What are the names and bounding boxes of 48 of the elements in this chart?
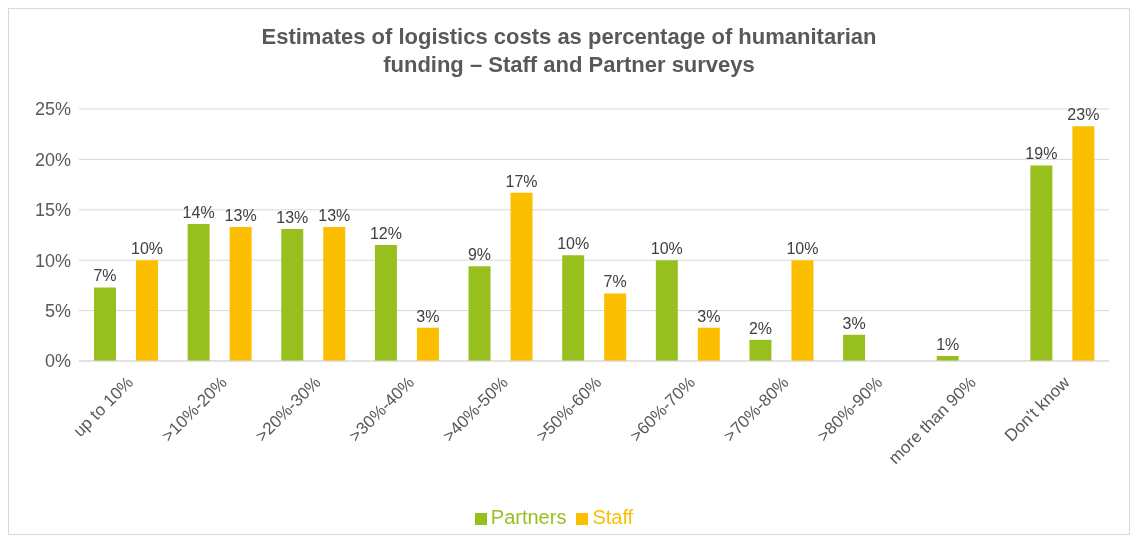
bar bbox=[843, 334, 866, 361]
data-label: 1% bbox=[936, 335, 960, 353]
bar bbox=[1072, 126, 1095, 361]
data-label: 10% bbox=[650, 240, 683, 258]
bar bbox=[374, 245, 397, 361]
data-label: 13% bbox=[318, 206, 351, 224]
bar bbox=[323, 226, 346, 361]
bar bbox=[416, 327, 439, 361]
chart-title: Estimates of logistics costs as percentage of humanitarian funding – Staff and Partner surveys bbox=[260, 23, 878, 79]
data-label: 14% bbox=[182, 203, 215, 221]
bar bbox=[1030, 165, 1053, 361]
y-tick-label: 20% bbox=[34, 149, 71, 170]
bar bbox=[510, 192, 533, 361]
data-label: 13% bbox=[276, 208, 309, 226]
bar bbox=[749, 339, 772, 361]
data-label: 23% bbox=[1067, 106, 1100, 124]
legend-label: Staff bbox=[592, 506, 634, 528]
bar bbox=[136, 260, 158, 361]
bar bbox=[655, 260, 678, 361]
bar bbox=[187, 223, 210, 361]
bar bbox=[604, 293, 627, 361]
data-label: 7% bbox=[603, 273, 627, 291]
data-label: 10% bbox=[786, 240, 819, 258]
data-label: 2% bbox=[748, 319, 773, 337]
data-label: 17% bbox=[505, 172, 538, 190]
y-tick-label: 0% bbox=[44, 351, 71, 372]
data-label: 3% bbox=[697, 307, 721, 325]
data-label: 3% bbox=[416, 307, 440, 325]
bar bbox=[281, 228, 304, 361]
legend-label: Partners bbox=[490, 506, 567, 528]
data-label: 9% bbox=[467, 246, 492, 264]
bar bbox=[791, 260, 814, 361]
data-label: 7% bbox=[93, 267, 117, 285]
bar bbox=[229, 226, 252, 361]
y-tick-label: 25% bbox=[34, 99, 71, 120]
y-tick-label: 5% bbox=[44, 300, 71, 321]
bar bbox=[697, 327, 720, 361]
bar bbox=[468, 266, 491, 361]
data-label: 19% bbox=[1025, 145, 1058, 163]
y-tick-label: 15% bbox=[34, 200, 71, 221]
data-label: 10% bbox=[557, 235, 590, 253]
data-label: 13% bbox=[224, 206, 257, 224]
bar bbox=[94, 287, 116, 361]
data-label: 12% bbox=[369, 225, 402, 243]
data-label: 10% bbox=[130, 240, 164, 258]
data-label: 3% bbox=[842, 314, 866, 332]
y-tick-label: 10% bbox=[34, 250, 71, 271]
bar bbox=[562, 255, 585, 361]
